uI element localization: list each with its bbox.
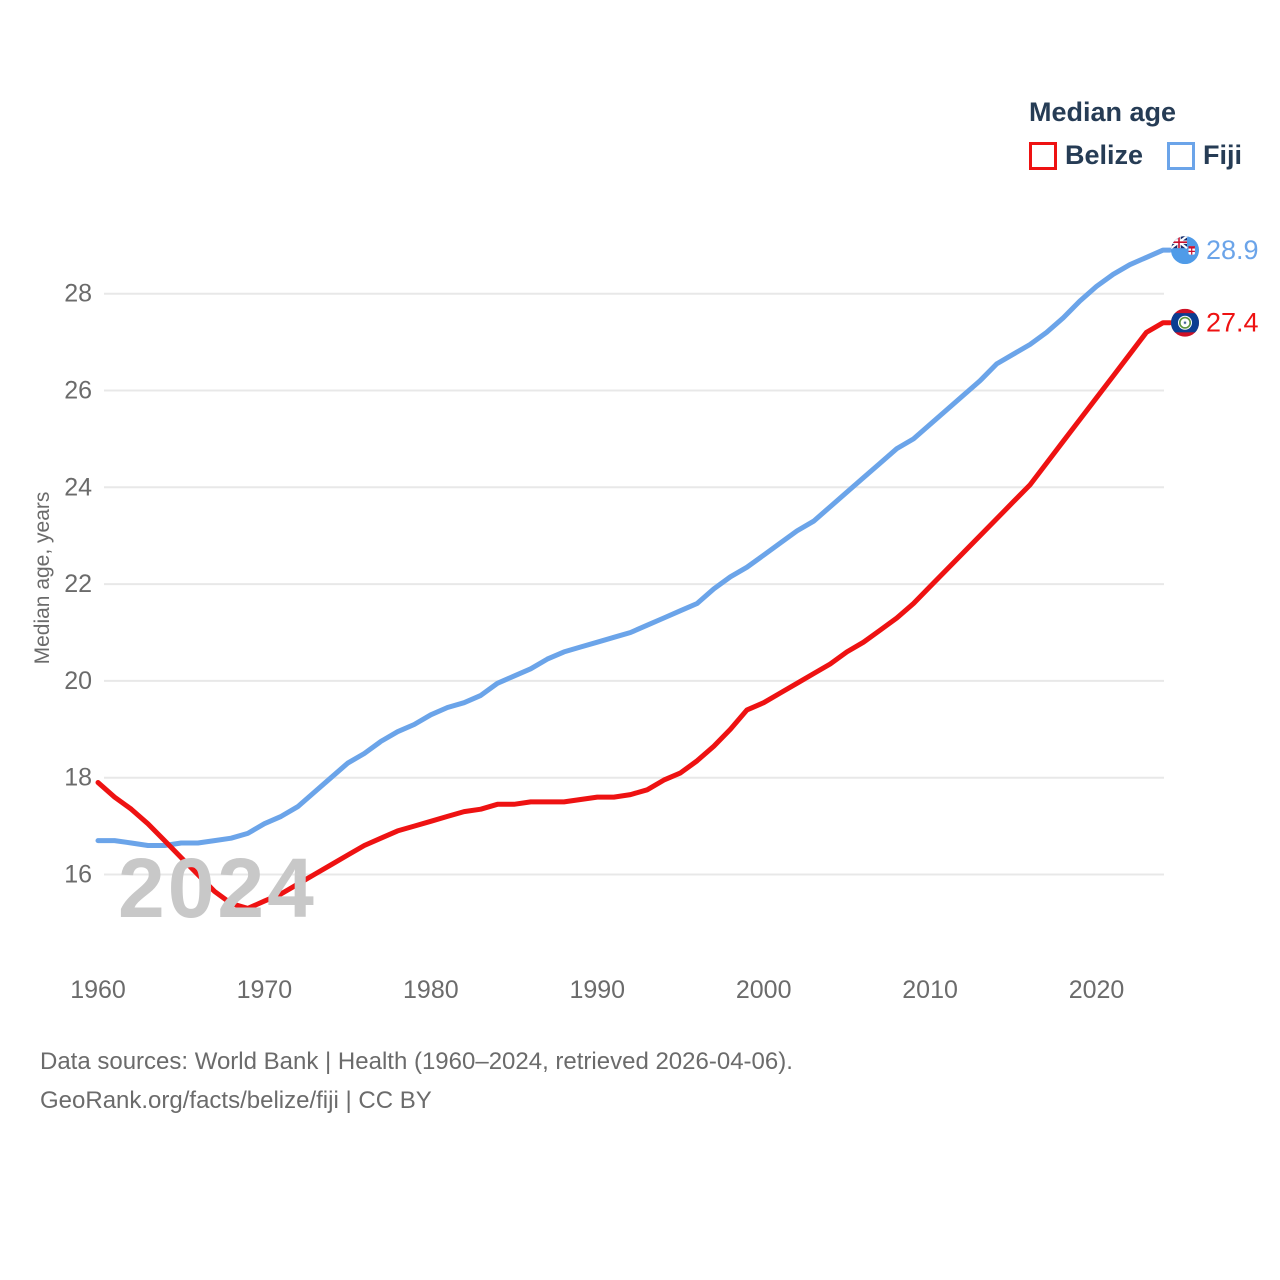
y-tick-label: 28: [64, 280, 92, 308]
belize-end-value: 27.4: [1206, 308, 1259, 338]
y-tick-label: 18: [64, 764, 92, 792]
x-tick-label: 1990: [569, 976, 625, 1004]
legend-items: Belize Fiji: [1028, 140, 1242, 171]
x-tick-label: 2000: [736, 976, 792, 1004]
legend: Median age Belize Fiji: [1028, 97, 1242, 171]
y-tick-label: 22: [64, 570, 92, 598]
fiji-line[interactable]: [95, 247, 1173, 848]
x-tick-label: 1970: [237, 976, 293, 1004]
legend-label-belize: Belize: [1064, 140, 1143, 170]
y-tick-label: 24: [64, 473, 92, 501]
fiji-end-value: 28.9: [1206, 235, 1259, 265]
fiji-flag-icon: [1171, 236, 1199, 265]
y-axis-title: Median age, years: [31, 491, 54, 665]
legend-title: Median age: [1028, 97, 1176, 127]
watermark-year: 2024: [118, 841, 317, 935]
legend-item-belize[interactable]: Belize: [1028, 140, 1143, 171]
x-tick-label: 2010: [902, 976, 958, 1004]
x-tick-label: 1960: [70, 976, 126, 1004]
belize-line[interactable]: [95, 320, 1173, 911]
x-tick-label: 1980: [403, 976, 459, 1004]
legend-label-fiji: Fiji: [1203, 140, 1242, 170]
y-tick-label: 26: [64, 377, 92, 405]
belize-swatch-icon: [1028, 141, 1057, 170]
footer-attribution-line: GeoRank.org/facts/belize/fiji | CC BY: [40, 1087, 432, 1114]
footer: Data sources: World Bank | Health (1960–…: [40, 1042, 793, 1120]
y-tick-label: 20: [64, 667, 92, 695]
legend-item-fiji[interactable]: Fiji: [1167, 140, 1242, 171]
x-tick-label: 2020: [1069, 976, 1125, 1004]
footer-sources-line: Data sources: World Bank | Health (1960–…: [40, 1048, 793, 1075]
fiji-swatch-icon: [1167, 141, 1195, 170]
y-tick-label: 16: [64, 861, 92, 889]
belize-flag-icon: [1171, 308, 1199, 337]
